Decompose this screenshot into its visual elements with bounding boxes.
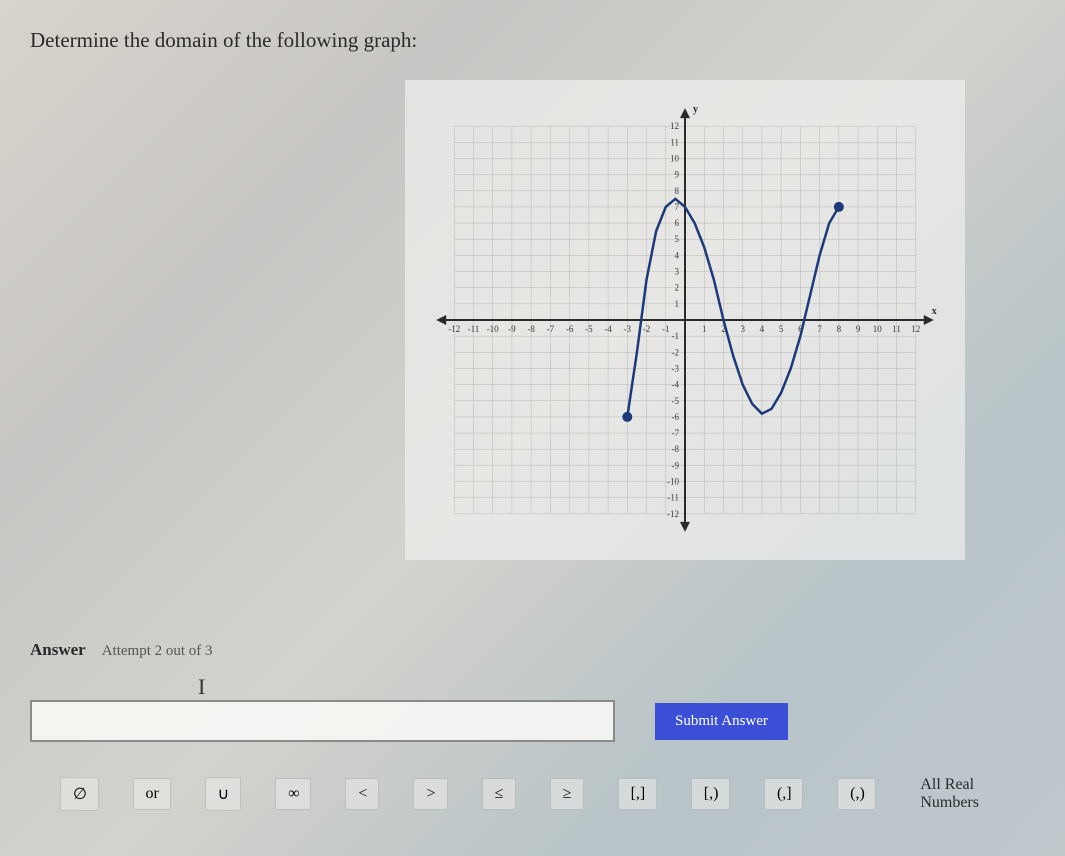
svg-text:9: 9 xyxy=(856,324,861,334)
symbol-closed-open[interactable]: [,) xyxy=(691,778,730,810)
svg-text:12: 12 xyxy=(670,121,679,131)
symbol-less-than[interactable]: < xyxy=(345,778,379,810)
svg-text:-8: -8 xyxy=(527,324,535,334)
svg-text:-6: -6 xyxy=(672,412,680,422)
svg-text:10: 10 xyxy=(670,153,680,163)
svg-text:5: 5 xyxy=(675,234,680,244)
svg-text:-7: -7 xyxy=(547,324,555,334)
svg-text:-6: -6 xyxy=(566,324,574,334)
svg-text:x: x xyxy=(932,306,937,317)
svg-text:-1: -1 xyxy=(662,324,670,334)
svg-text:-4: -4 xyxy=(672,380,680,390)
svg-text:11: 11 xyxy=(892,324,901,334)
symbol-open-open[interactable]: (,) xyxy=(837,778,876,810)
svg-text:7: 7 xyxy=(817,324,822,334)
symbol-greater-than[interactable]: > xyxy=(413,778,447,810)
answer-row: Submit Answer xyxy=(30,700,1035,742)
symbol-less-equal[interactable]: ≤ xyxy=(482,778,516,810)
graph-panel: yx -12-11-10-9-8-7-6-5-4-3-2-11234567891… xyxy=(405,80,965,560)
symbol-infinity[interactable]: ∞ xyxy=(275,778,311,810)
svg-text:-1: -1 xyxy=(672,331,680,341)
svg-text:y: y xyxy=(693,104,698,115)
svg-text:5: 5 xyxy=(779,324,784,334)
svg-text:-9: -9 xyxy=(508,324,516,334)
svg-text:12: 12 xyxy=(911,324,920,334)
svg-text:-10: -10 xyxy=(487,324,499,334)
svg-text:-11: -11 xyxy=(667,493,679,503)
svg-text:10: 10 xyxy=(873,324,883,334)
symbol-union[interactable]: ∪ xyxy=(205,777,242,811)
svg-text:-3: -3 xyxy=(672,363,680,373)
svg-text:-4: -4 xyxy=(604,324,612,334)
svg-text:-9: -9 xyxy=(672,460,680,470)
symbol-empty-set[interactable]: ∅ xyxy=(60,777,99,811)
svg-text:4: 4 xyxy=(675,250,680,260)
symbol-closed-closed[interactable]: [,] xyxy=(618,778,657,810)
svg-text:-7: -7 xyxy=(672,428,680,438)
svg-text:1: 1 xyxy=(675,299,680,309)
answer-section: Answer Attempt 2 out of 3 xyxy=(30,640,1035,660)
text-cursor-icon: I xyxy=(198,674,205,700)
svg-text:1: 1 xyxy=(702,324,707,334)
svg-text:-2: -2 xyxy=(672,347,680,357)
svg-text:8: 8 xyxy=(675,186,680,196)
svg-text:11: 11 xyxy=(670,137,679,147)
svg-text:4: 4 xyxy=(760,324,765,334)
svg-text:-5: -5 xyxy=(672,396,680,406)
svg-text:-11: -11 xyxy=(468,324,480,334)
symbol-all-real-numbers[interactable]: All Real Numbers xyxy=(910,770,1035,818)
svg-text:3: 3 xyxy=(740,324,745,334)
symbol-greater-equal[interactable]: ≥ xyxy=(550,778,584,810)
submit-button[interactable]: Submit Answer xyxy=(655,703,788,740)
svg-text:3: 3 xyxy=(675,267,680,277)
function-graph: yx -12-11-10-9-8-7-6-5-4-3-2-11234567891… xyxy=(405,80,965,560)
symbol-or[interactable]: or xyxy=(133,778,171,810)
svg-text:-12: -12 xyxy=(448,324,460,334)
svg-text:-5: -5 xyxy=(585,324,593,334)
answer-label: Answer xyxy=(30,640,86,660)
question-prompt: Determine the domain of the following gr… xyxy=(30,28,1035,53)
svg-text:-3: -3 xyxy=(624,324,632,334)
answer-input[interactable] xyxy=(30,700,615,742)
svg-text:6: 6 xyxy=(675,218,680,228)
symbol-open-closed[interactable]: (,] xyxy=(764,778,803,810)
svg-text:-12: -12 xyxy=(667,509,679,519)
svg-text:2: 2 xyxy=(675,283,680,293)
svg-text:-8: -8 xyxy=(672,444,680,454)
svg-text:-10: -10 xyxy=(667,477,679,487)
svg-text:7: 7 xyxy=(675,202,680,212)
svg-text:-2: -2 xyxy=(643,324,651,334)
svg-text:9: 9 xyxy=(675,170,680,180)
attempt-text: Attempt 2 out of 3 xyxy=(102,643,213,659)
svg-text:8: 8 xyxy=(837,324,842,334)
symbol-toolbar: ∅ or ∪ ∞ < > ≤ ≥ [,] [,) (,] (,) All Rea… xyxy=(60,770,1035,818)
